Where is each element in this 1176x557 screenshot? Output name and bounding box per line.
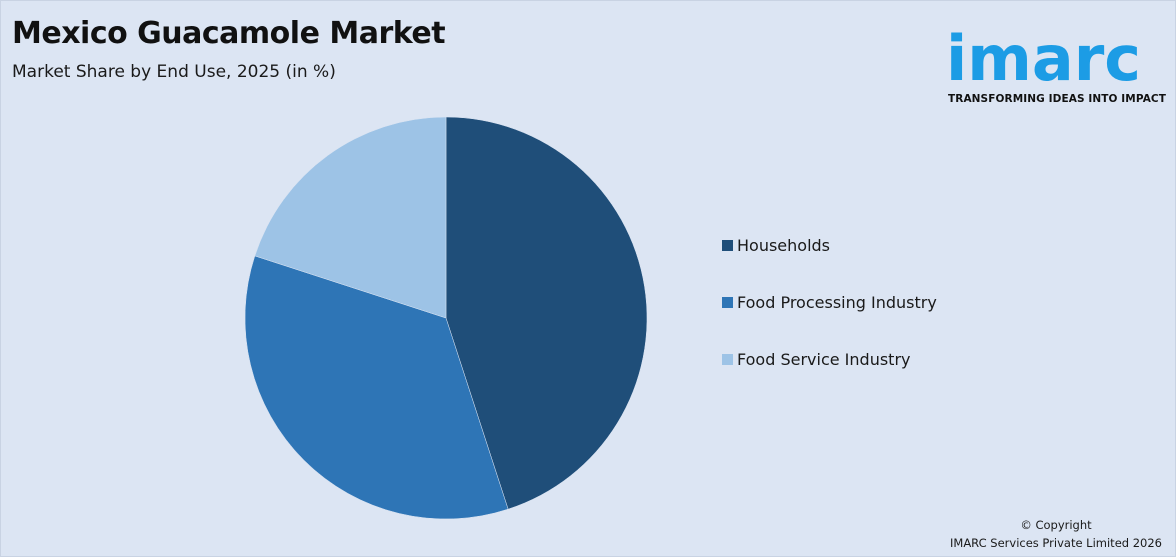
legend-item-food-processing-industry: Food Processing Industry [722, 287, 937, 317]
legend-swatch [722, 239, 733, 251]
pie-slice-food-processing-industry [244, 255, 509, 520]
chart-title: Mexico Guacamole Market [12, 16, 446, 51]
legend-swatch [722, 353, 733, 365]
copyright-line-1: © Copyright [1020, 518, 1092, 532]
pie-chart [244, 116, 648, 520]
imarc-logo: imarc TRANSFORMING IDEAS INTO IMPACT [946, 12, 1172, 108]
copyright-notice: © Copyright IMARC Services Private Limit… [950, 516, 1162, 552]
legend-item-households: Households [722, 230, 937, 260]
chart-subtitle: Market Share by End Use, 2025 (in %) [12, 62, 336, 82]
copyright-line-2: IMARC Services Private Limited 2026 [950, 536, 1162, 550]
legend-item-food-service-industry: Food Service Industry [722, 344, 937, 374]
logo-tagline: TRANSFORMING IDEAS INTO IMPACT [948, 93, 1166, 105]
logo-wordmark: imarc [946, 22, 1142, 95]
legend-swatch [722, 296, 733, 308]
legend-label: Households [737, 235, 831, 255]
legend-label: Food Service Industry [737, 349, 911, 369]
legend-label: Food Processing Industry [737, 292, 937, 312]
pie-slice-households [445, 116, 648, 510]
chart-legend: Households Food Processing Industry Food S… [722, 230, 937, 401]
pie-slice-food-service-industry [254, 116, 447, 319]
